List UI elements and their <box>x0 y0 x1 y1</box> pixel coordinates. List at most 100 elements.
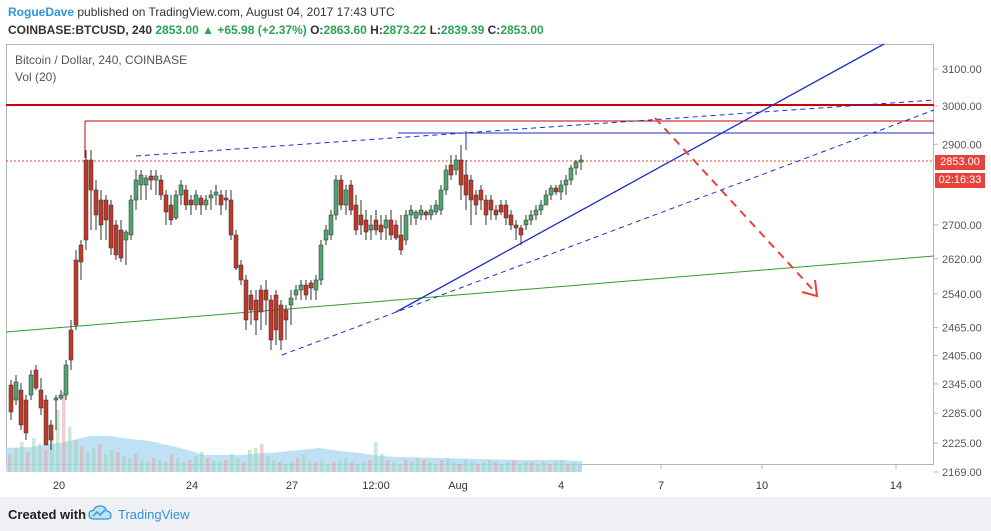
volume-bar <box>56 410 60 472</box>
volume-bar <box>530 462 534 472</box>
candle-body <box>483 199 489 216</box>
candle-body <box>163 194 169 213</box>
volume-bar <box>296 458 300 472</box>
volume-bar <box>290 462 294 472</box>
price-chart[interactable]: 2169.00 2225.00 2285.00 2345.00 2405.00 2465.… <box>0 0 991 497</box>
volume-bar <box>104 454 108 472</box>
upper-channel-line <box>135 99 935 157</box>
volume-bar <box>410 462 414 472</box>
candle-body <box>548 187 554 196</box>
author-link[interactable]: RogueDave <box>8 5 75 19</box>
candle-body <box>273 294 279 331</box>
open-label: O: <box>310 23 324 37</box>
candle-body <box>258 289 264 313</box>
candle-body <box>28 374 34 396</box>
volume-bar <box>536 464 540 472</box>
symbol-label: COINBASE:BTCUSD, 240 <box>8 23 153 37</box>
candle-body <box>573 161 579 169</box>
candle-body <box>378 224 384 233</box>
candle-body <box>78 244 84 263</box>
volume-bar <box>62 392 66 472</box>
x-tick-label: 20 <box>53 480 65 492</box>
candle-body <box>393 224 399 239</box>
candle-body <box>263 289 269 301</box>
candle-body <box>398 234 404 251</box>
volume-bar <box>440 460 444 472</box>
chart-title: Bitcoin / Dollar, 240, COINBASE <box>15 53 188 67</box>
volume-bar <box>446 458 450 472</box>
volume-bar <box>254 448 258 472</box>
candle-body <box>58 394 64 399</box>
volume-bar <box>218 462 222 472</box>
countdown-badge: 02:16:33 <box>935 173 985 188</box>
candle-body <box>368 224 374 231</box>
volume-bar <box>68 427 72 472</box>
volume-bar <box>320 460 324 472</box>
volume-bar <box>560 460 564 472</box>
volume-bar <box>356 464 360 472</box>
volume-bar <box>44 450 48 472</box>
y-tick-label: 2345.00 <box>942 379 982 391</box>
projection-arrow-line <box>654 117 816 293</box>
price-change: +65.98 (+2.37%) <box>217 23 307 37</box>
publish-line: RogueDave published on TradingView.com, … <box>8 5 395 19</box>
volume-bar <box>188 460 192 472</box>
x-tick-label: Aug <box>448 480 468 492</box>
candle-body <box>353 204 359 231</box>
candle-body <box>568 167 574 181</box>
volume-bar <box>554 462 558 472</box>
candle-body <box>308 282 314 289</box>
volume-bar <box>524 462 528 472</box>
volume-bar <box>98 444 102 472</box>
volume-bar <box>482 462 486 472</box>
x-tick-label: 12:00 <box>362 480 390 492</box>
candle-body <box>468 179 474 201</box>
candle-body <box>218 194 224 206</box>
candle-body <box>153 175 159 181</box>
candle-body <box>313 279 319 291</box>
volume-bar <box>434 464 438 472</box>
volume-bar <box>338 460 342 472</box>
volume-bar <box>362 462 366 472</box>
volume-bar <box>170 454 174 472</box>
x-tick-label: 10 <box>756 480 768 492</box>
volume-bar <box>422 460 426 472</box>
volume-bar <box>494 462 498 472</box>
volume-bar <box>212 460 216 472</box>
volume-bar <box>200 452 204 472</box>
candle-body <box>233 234 239 269</box>
header-bar: RogueDave published on TradingView.com, … <box>0 0 991 44</box>
candle-body <box>558 184 564 193</box>
volume-bar <box>344 458 348 472</box>
candle-body <box>513 224 519 229</box>
y-tick-label: 2169.00 <box>942 467 982 479</box>
candle-body <box>198 197 204 206</box>
candle-body <box>528 214 534 221</box>
candle-body <box>113 224 119 256</box>
candle-body <box>173 194 179 219</box>
candle-body <box>348 184 354 211</box>
volume-bar <box>122 456 126 472</box>
candle-body <box>168 204 174 221</box>
candle-body <box>523 219 529 226</box>
volume-bar <box>578 464 582 472</box>
candle-body <box>413 211 419 219</box>
candle-body <box>53 397 59 401</box>
volume-bar <box>314 462 318 472</box>
candle-body <box>563 179 569 186</box>
candle-body <box>208 194 214 199</box>
candle-body <box>418 209 424 216</box>
tradingview-cloud-icon <box>88 505 112 520</box>
candle-body <box>123 231 129 241</box>
volume-bar <box>206 458 210 472</box>
y-tick-label: 2620.00 <box>942 254 982 266</box>
candle-body <box>443 169 449 191</box>
volume-bar <box>332 462 336 472</box>
candle-body <box>243 279 249 321</box>
candle-body <box>88 159 94 191</box>
tradingview-link[interactable]: TradingView <box>118 507 190 522</box>
candle-body <box>278 304 284 341</box>
close-label: C: <box>487 23 501 37</box>
volume-bar <box>164 462 168 472</box>
candle-body <box>148 175 154 181</box>
